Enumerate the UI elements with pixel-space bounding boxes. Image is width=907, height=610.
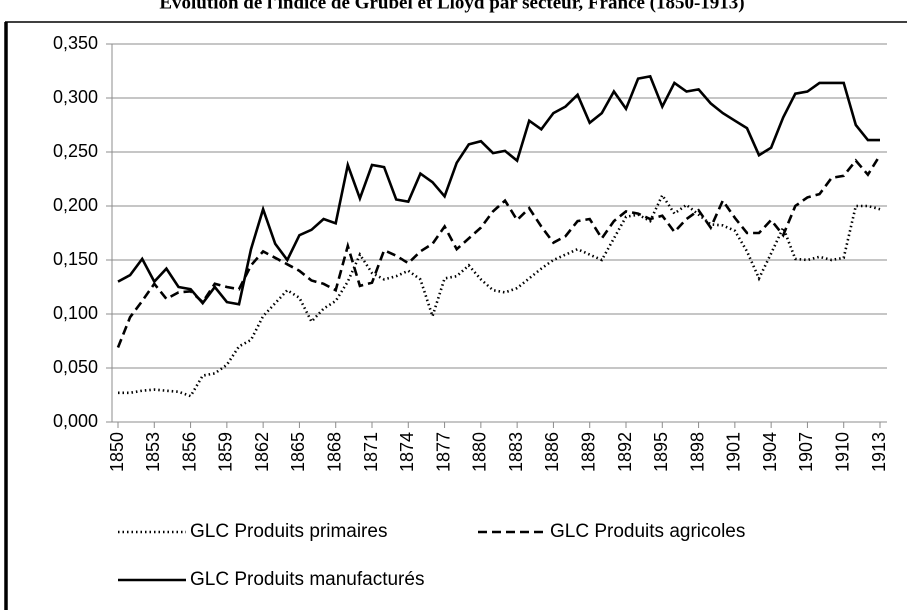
x-tick-label: 1853 [143, 432, 163, 472]
y-tick-label: 0,350 [53, 33, 98, 53]
x-tick-label: 1910 [832, 432, 852, 472]
y-tick-label: 0,200 [53, 195, 98, 215]
x-tick-label: 1895 [651, 432, 671, 472]
series-line [118, 192, 881, 398]
series-line [117, 74, 880, 306]
y-tick-label: 0,150 [53, 249, 98, 269]
y-tick-label: 0,300 [53, 87, 98, 107]
x-tick-label: 1880 [470, 432, 490, 472]
x-tick-label: 1898 [687, 432, 707, 472]
y-tick-label: 0,050 [53, 357, 98, 377]
series-line [116, 154, 882, 348]
x-tick-label: 1904 [760, 432, 780, 472]
x-tick-label: 1871 [361, 432, 381, 472]
x-tick-label: 1859 [216, 432, 236, 472]
x-tick-label: 1862 [252, 432, 272, 472]
y-tick-label: 0,000 [53, 411, 98, 431]
x-tick-label: 1850 [107, 432, 127, 472]
y-tick-label: 0,250 [53, 141, 98, 161]
x-tick-label: 1874 [397, 432, 417, 472]
x-tick-label: 1913 [869, 432, 889, 472]
x-tick-label: 1877 [433, 432, 453, 472]
y-tick-label: 0,100 [53, 303, 98, 323]
x-tick-label: 1901 [724, 432, 744, 472]
x-tick-label: 1883 [506, 432, 526, 472]
x-tick-label: 1865 [288, 432, 308, 472]
x-tick-label: 1907 [796, 432, 816, 472]
x-tick-label: 1886 [542, 432, 562, 472]
legend-label: GLC Produits manufacturés [190, 569, 424, 590]
legend-label: GLC Produits agricoles [550, 521, 745, 542]
chart-title: Evolution de l'indice de Grubel et Lloyd… [159, 0, 744, 13]
x-tick-label: 1868 [324, 432, 344, 472]
x-tick-label: 1856 [179, 432, 199, 472]
x-tick-label: 1889 [578, 432, 598, 472]
legend-label: GLC Produits primaires [190, 521, 387, 542]
x-tick-label: 1892 [615, 432, 635, 472]
